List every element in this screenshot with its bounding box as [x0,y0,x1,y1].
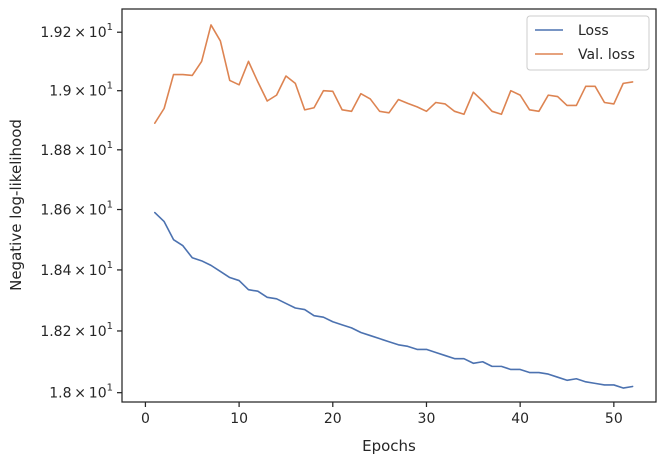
series-line-loss [153,211,634,389]
y-axis-label: Negative log-likelihood [7,119,25,291]
series-line-val-loss [153,24,634,124]
x-tick-label: 10 [230,411,248,427]
x-tick-label: 20 [324,411,342,427]
legend-label-val-loss: Val. loss [578,47,635,63]
x-tick-label: 0 [141,411,150,427]
x-tick-label: 50 [605,411,623,427]
y-tick-label: 1.9 × 101 [49,81,113,100]
x-axis-ticks: 0 10 20 30 40 50 [141,402,623,427]
x-tick-label: 40 [511,411,529,427]
y-tick-label: 1.86 × 101 [40,200,113,219]
y-tick-label: 1.92 × 101 [40,22,113,41]
y-tick-label: 1.88 × 101 [40,140,113,159]
x-axis-label: Epochs [362,437,416,455]
axes-frame [121,8,657,403]
legend: Loss Val. loss [526,15,650,71]
y-tick-label: 1.8 × 101 [49,383,113,402]
y-axis-ticks: 1.8 × 101 1.82 × 101 1.84 × 101 1.86 × 101 1… [40,22,122,402]
legend-label-loss: Loss [578,23,609,39]
plot-area [153,24,634,389]
x-tick-label: 30 [418,411,436,427]
y-tick-label: 1.82 × 101 [40,321,113,340]
y-tick-label: 1.84 × 101 [40,260,113,279]
